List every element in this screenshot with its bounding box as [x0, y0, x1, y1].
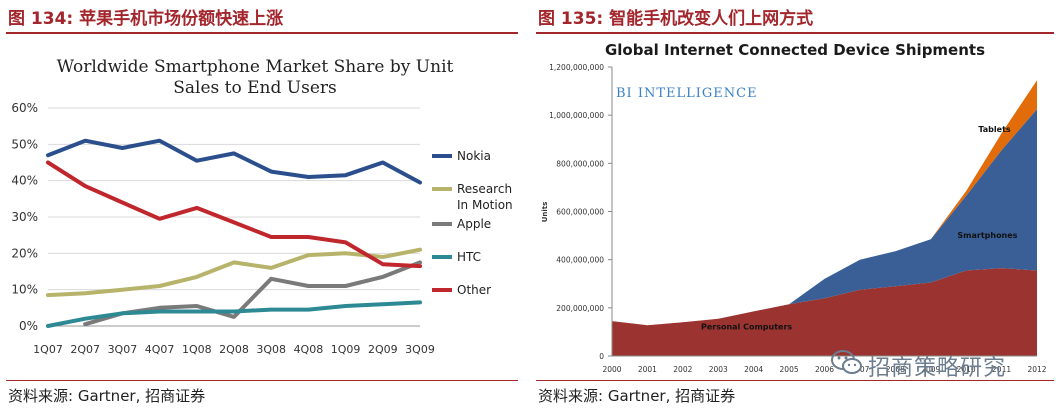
left-y-tick-label: 30% — [11, 210, 38, 224]
area-label-personal-computers: Personal Computers — [701, 323, 792, 332]
left-x-tick-label: 2Q08 — [219, 343, 249, 356]
right-chart-title: Global Internet Connected Device Shipmen… — [605, 41, 985, 59]
left-y-tick-label: 50% — [11, 137, 38, 151]
left-x-tick-label: 4Q07 — [145, 343, 175, 356]
market-share-line-chart: Worldwide Smartphone Market Share by Uni… — [11, 57, 512, 356]
right-x-tick-label: 2009 — [921, 365, 940, 374]
left-y-tick-label: 40% — [11, 174, 38, 188]
area-label-tablets: Tablets — [978, 125, 1011, 134]
right-x-tick-label: 2004 — [744, 365, 763, 374]
area-label-smartphones: Smartphones — [957, 231, 1017, 240]
brand-label: BI INTELLIGENCE — [616, 86, 758, 101]
left-x-tick-label: 4Q08 — [294, 343, 324, 356]
left-x-tick-label: 2Q07 — [70, 343, 100, 356]
right-y-tick-label: 1,200,000,000 — [549, 63, 604, 72]
series-line-research-in-motion — [46, 247, 422, 298]
right-x-tick-label: 2003 — [709, 365, 728, 374]
series-line-htc — [46, 300, 422, 328]
right-bottom-rule — [536, 380, 1054, 381]
wechat-icon — [831, 350, 862, 374]
right-x-tick-label: 2000 — [602, 365, 621, 374]
legend-label-research-in-motion: Research — [457, 182, 512, 196]
left-x-tick-label: 3Q07 — [108, 343, 138, 356]
right-y-tick-label: 0 — [599, 352, 604, 361]
left-x-tick-label: 3Q09 — [405, 343, 435, 356]
watermark-text: 招商策略研究 — [868, 356, 1007, 381]
right-x-tick-label: 2002 — [673, 365, 692, 374]
right-x-tick-label: 2011 — [992, 365, 1011, 374]
right-source-note: 资料来源: Gartner, 招商证券 — [538, 387, 736, 405]
legend-label-apple: Apple — [457, 217, 491, 231]
right-y-tick-label: 1,000,000,000 — [549, 111, 604, 120]
left-y-tick-label: 20% — [11, 246, 38, 260]
right-x-tick-label: 2001 — [638, 365, 657, 374]
right-y-tick-label: 600,000,000 — [556, 208, 604, 217]
area-personal-computers — [612, 268, 1037, 356]
left-x-tick-label: 1Q09 — [331, 343, 361, 356]
left-chart-title-line-1: Worldwide Smartphone Market Share by Uni… — [57, 57, 454, 77]
right-y-tick-label: 200,000,000 — [556, 304, 604, 313]
series-line-other — [46, 160, 422, 269]
legend-label-other: Other — [457, 283, 491, 297]
right-x-tick-label: 2010 — [957, 365, 976, 374]
right-panel-title: 图 135: 智能手机改变人们上网方式 — [538, 9, 814, 29]
legend-label-research-in-motion: In Motion — [457, 198, 513, 212]
series-line-apple — [83, 260, 422, 327]
device-shipments-area-chart: Global Internet Connected Device Shipmen… — [541, 41, 1047, 374]
left-x-tick-label: 3Q08 — [256, 343, 286, 356]
left-bottom-rule — [6, 380, 518, 381]
left-x-tick-label: 1Q08 — [182, 343, 212, 356]
left-source-note: 资料来源: Gartner, 招商证券 — [8, 387, 206, 405]
right-y-axis-label: Units — [541, 202, 549, 223]
left-y-tick-label: 60% — [11, 101, 38, 115]
right-y-tick-label: 800,000,000 — [556, 159, 604, 168]
left-x-tick-label: 2Q09 — [368, 343, 398, 356]
right-y-tick-label: 400,000,000 — [556, 256, 604, 265]
right-x-tick-label: 2005 — [780, 365, 799, 374]
left-title-rule — [6, 32, 518, 34]
right-title-rule — [536, 32, 1054, 34]
right-x-tick-label: 2012 — [1027, 365, 1046, 374]
right-x-tick-label: 2006 — [815, 365, 834, 374]
legend-label-htc: HTC — [457, 250, 481, 264]
left-chart-title-line-2: Sales to End Users — [173, 78, 336, 98]
left-x-tick-label: 1Q07 — [33, 343, 63, 356]
series-line-nokia — [46, 138, 422, 185]
left-y-tick-label: 0% — [19, 319, 38, 333]
left-y-tick-label: 10% — [11, 283, 38, 297]
area-smartphones — [612, 109, 1037, 326]
legend-label-nokia: Nokia — [457, 149, 491, 163]
left-panel-title: 图 134: 苹果手机市场份额快速上涨 — [8, 9, 284, 29]
right-x-tick-label: 2008 — [886, 365, 905, 374]
